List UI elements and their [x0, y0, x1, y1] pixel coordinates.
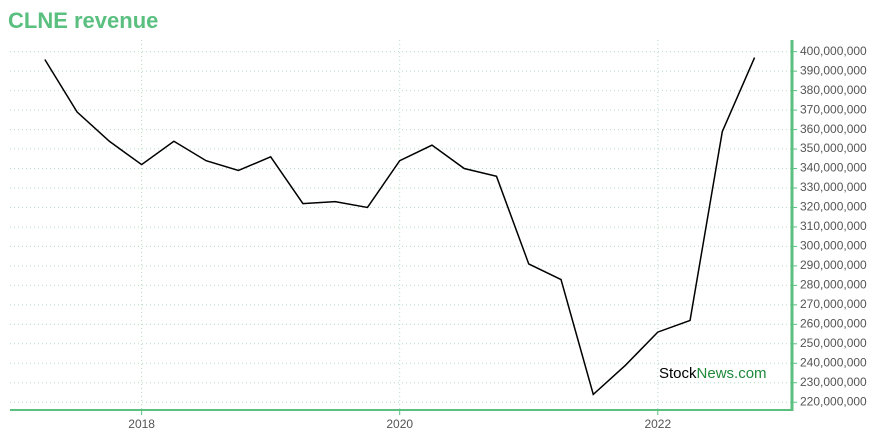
y-tick-label: 250,000,000 — [800, 336, 867, 350]
y-tick-label: 390,000,000 — [800, 63, 867, 77]
y-tick-label: 380,000,000 — [800, 83, 867, 97]
watermark: StockNews.com — [659, 365, 767, 382]
y-tick-label: 260,000,000 — [800, 316, 867, 330]
y-tick-label: 280,000,000 — [800, 278, 867, 292]
x-tick-label: 2018 — [128, 417, 155, 431]
y-tick-label: 320,000,000 — [800, 200, 867, 214]
x-tick-label: 2022 — [644, 417, 671, 431]
y-tick-label: 370,000,000 — [800, 102, 867, 116]
x-tick-label: 2020 — [386, 417, 413, 431]
line — [44, 57, 756, 396]
y-tick-label: 230,000,000 — [800, 375, 867, 389]
y-tick-label: 360,000,000 — [800, 122, 867, 136]
watermark-news: News.com — [697, 365, 767, 382]
y-tick-label: 330,000,000 — [800, 180, 867, 194]
y-tick-label: 310,000,000 — [800, 219, 867, 233]
watermark-stock: Stock — [659, 365, 697, 382]
y-tick-label: 350,000,000 — [800, 141, 867, 155]
y-tick-label: 270,000,000 — [800, 297, 867, 311]
y-tick-label: 290,000,000 — [800, 258, 867, 272]
chart-title: CLNE revenue — [8, 8, 158, 33]
y-tick-label: 400,000,000 — [800, 44, 867, 58]
y-tick-label: 220,000,000 — [800, 394, 867, 408]
y-tick-label: 300,000,000 — [800, 239, 867, 253]
y-tick-label: 240,000,000 — [800, 355, 867, 369]
y-tick-label: 340,000,000 — [800, 161, 867, 175]
